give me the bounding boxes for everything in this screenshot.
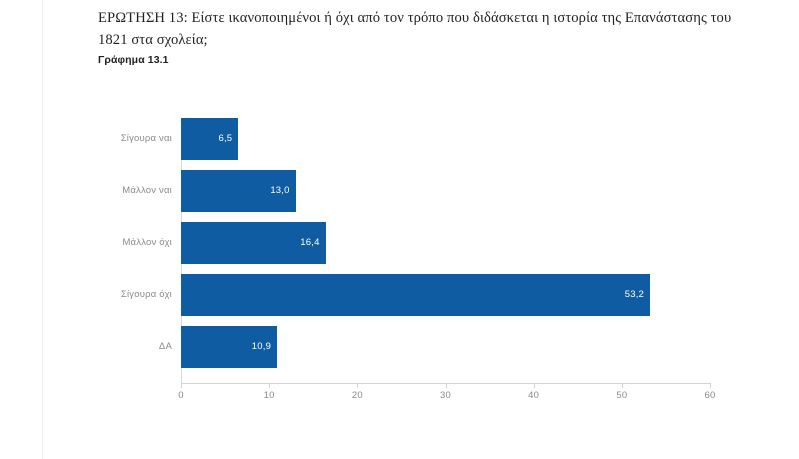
page-left-edge — [42, 0, 43, 459]
bar: 6,5 — [181, 118, 239, 160]
x-tick-mark — [445, 383, 447, 388]
x-tick-mark — [357, 383, 359, 388]
category-label: ΔΑ — [158, 341, 172, 352]
category-label: Σίγουρα ναι — [120, 133, 172, 144]
x-tick-label: 50 — [616, 390, 628, 401]
x-tick-label: 30 — [440, 390, 451, 401]
bar-row: Σίγουρα όχι 53,2 — [0, 274, 799, 316]
x-tick-mark — [181, 383, 182, 388]
bar: 53,2 — [181, 274, 651, 316]
bar-value-label: 16,4 — [300, 237, 320, 248]
x-tick-label: 40 — [528, 390, 540, 401]
x-tick-label: 10 — [263, 390, 275, 401]
x-tick-label: 60 — [704, 390, 716, 401]
x-tick-mark — [710, 383, 711, 388]
x-tick-label: 20 — [351, 390, 363, 401]
bar-value-label: 13,0 — [270, 185, 290, 196]
bar: 13,0 — [181, 170, 296, 212]
bar: 16,4 — [181, 222, 326, 264]
x-tick-mark — [269, 383, 271, 388]
page-title: ΕΡΩΤΗΣΗ 13: Είστε ικανοποιημένοι ή όχι α… — [98, 10, 732, 48]
bar-value-label: 6,5 — [218, 133, 233, 144]
x-tick-mark — [621, 383, 623, 388]
figure-caption: Γράφημα 13.1 — [98, 54, 169, 66]
bar-row: Μάλλον ναι 13,0 — [0, 170, 799, 212]
bar-value-label: 10,9 — [251, 341, 272, 352]
category-label: Μάλλον ναι — [122, 185, 172, 196]
x-tick-label: 0 — [178, 390, 184, 401]
x-tick-mark — [533, 383, 535, 388]
bar: 10,9 — [181, 326, 278, 368]
category-label: Μάλλον όχι — [122, 237, 172, 248]
bar-chart: Σίγουρα ναι 6,5 Μάλλον ναι 13,0 Μάλλον όχι 16… — [0, 100, 799, 410]
bar-row: Σίγουρα ναι 6,5 — [0, 118, 799, 160]
category-label: Σίγουρα όχι — [120, 289, 172, 300]
bar-value-label: 53,2 — [624, 289, 645, 300]
bar-row: ΔΑ 10,9 — [0, 326, 799, 368]
bar-row: Μάλλον όχι 16,4 — [0, 222, 799, 264]
